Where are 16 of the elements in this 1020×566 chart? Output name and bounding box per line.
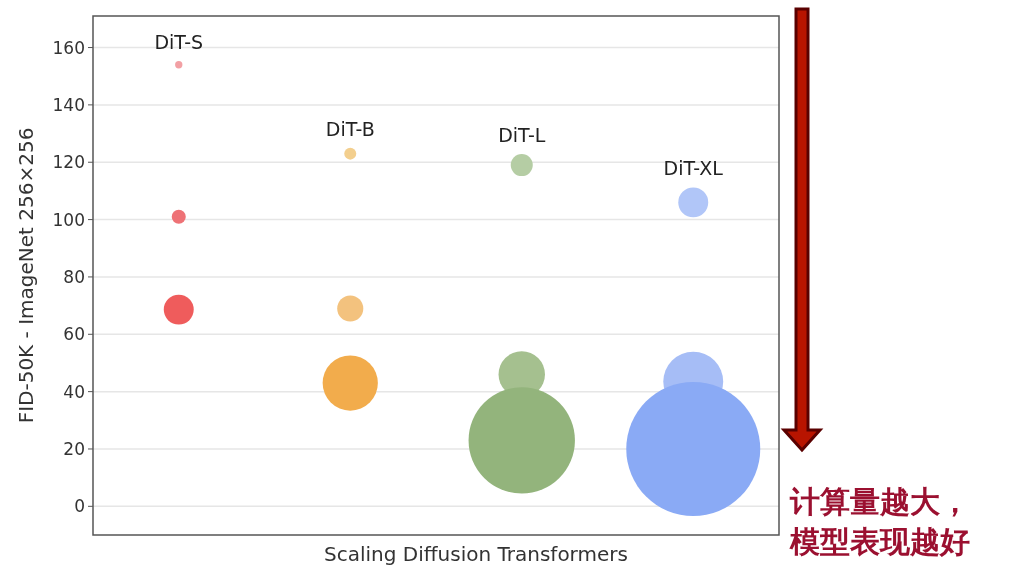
y-tick-label: 40 — [63, 381, 85, 402]
y-axis-title: FID-50K - ImageNet 256×256 — [14, 127, 38, 424]
x-tick-label: DiT-L — [498, 124, 546, 147]
y-tick-label: 140 — [52, 94, 85, 115]
y-tick-label: 20 — [63, 438, 85, 459]
x-tick-label: DiT-XL — [663, 157, 724, 180]
x-tick-label: DiT-S — [154, 31, 204, 54]
y-tick-label: 120 — [52, 152, 85, 173]
x-tick-label: DiT-B — [325, 117, 375, 140]
y-tick-label: 100 — [52, 209, 85, 230]
y-tick-label: 60 — [63, 324, 85, 345]
x-axis-title: Scaling Diffusion Transformers — [324, 542, 628, 566]
y-tick-label: 0 — [74, 496, 85, 517]
text: 计算量越大，模型表现越好 — [789, 484, 970, 559]
y-tick-label: 160 — [52, 37, 85, 58]
y-tick-label: 80 — [63, 266, 85, 287]
